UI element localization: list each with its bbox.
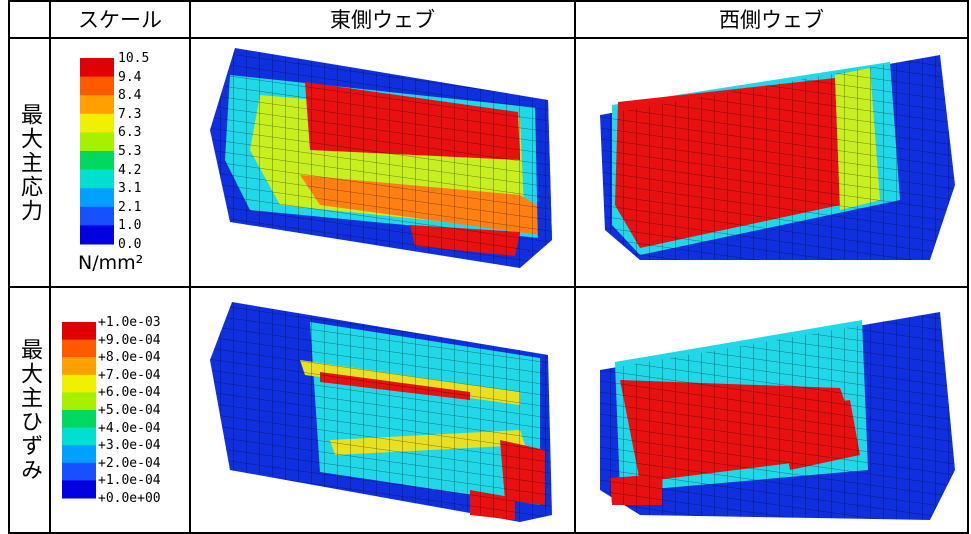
- east-stress-image: [210, 48, 552, 268]
- color-band: [80, 170, 114, 189]
- header-scale: スケール: [50, 2, 190, 38]
- color-band: [62, 428, 96, 446]
- color-band: [80, 95, 114, 114]
- scale-label: 6.3: [118, 126, 141, 140]
- color-band: [80, 77, 114, 96]
- scale-label: 5.3: [118, 145, 141, 159]
- header-east: 東側ウェブ: [190, 2, 575, 38]
- color-band: [62, 445, 96, 463]
- scale-label: 1.0: [118, 219, 141, 233]
- color-band: [80, 151, 114, 170]
- header-west: 西側ウェブ: [575, 2, 968, 38]
- scale-label: +6.0e-04: [98, 386, 161, 400]
- strain-color-bar: [62, 322, 96, 499]
- scale-label: 7.3: [118, 108, 141, 122]
- color-band: [62, 480, 96, 498]
- unit-label: N/mm²: [78, 252, 143, 274]
- west-stress-image: [600, 55, 955, 260]
- scale-label: +8.0e-04: [98, 351, 161, 365]
- color-band: [80, 225, 114, 244]
- color-band: [62, 463, 96, 481]
- scale-label: +1.0e-04: [98, 474, 161, 488]
- row-label: 最大主ひずみ: [8, 287, 50, 533]
- page: スケール 東側ウェブ 西側ウェブ 最大主応力 最大主ひずみ N/mm² 10.5…: [0, 0, 971, 534]
- scale-label: +7.0e-04: [98, 369, 161, 383]
- stress-color-bar: [80, 58, 114, 245]
- color-band: [62, 375, 96, 393]
- color-band: [80, 207, 114, 226]
- scale-label: +3.0e-04: [98, 439, 161, 453]
- color-band: [80, 188, 114, 207]
- scale-label: 8.4: [118, 89, 141, 103]
- west-strain-image: [600, 312, 955, 520]
- scale-label: +0.0e+00: [98, 492, 161, 506]
- color-band: [62, 322, 96, 340]
- scale-label: 2.1: [118, 201, 141, 215]
- scale-label: 3.1: [118, 182, 141, 196]
- scale-label: +9.0e-04: [98, 334, 161, 348]
- color-band: [62, 357, 96, 375]
- color-band: [80, 114, 114, 133]
- row-label: 最大主応力: [8, 38, 50, 287]
- east-strain-image: [210, 302, 552, 522]
- scale-label: 9.4: [118, 71, 141, 85]
- scale-label: 0.0: [118, 238, 141, 252]
- scale-label: +4.0e-04: [98, 422, 161, 436]
- color-band: [80, 58, 114, 77]
- scale-label: +1.0e-03: [98, 316, 161, 330]
- color-band: [62, 340, 96, 358]
- color-band: [62, 410, 96, 428]
- scale-label: +2.0e-04: [98, 457, 161, 471]
- color-band: [80, 132, 114, 151]
- scale-label: 10.5: [118, 52, 149, 66]
- color-band: [62, 392, 96, 410]
- table-graphics: [0, 0, 971, 534]
- scale-label: 4.2: [118, 164, 141, 178]
- scale-label: +5.0e-04: [98, 404, 161, 418]
